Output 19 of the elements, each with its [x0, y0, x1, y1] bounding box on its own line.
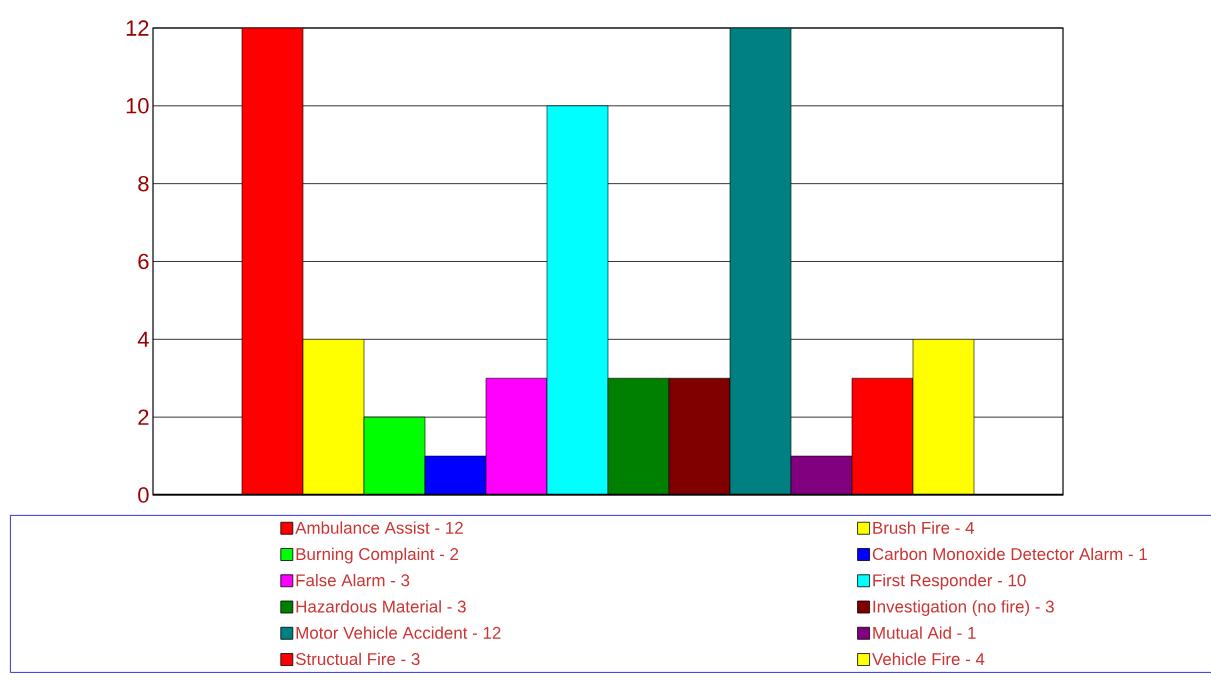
- legend-label: Carbon Monoxide Detector Alarm - 1: [872, 547, 1147, 561]
- y-tick-label: 2: [138, 409, 149, 425]
- legend-label: Mutual Aid - 1: [873, 626, 976, 639]
- legend-label: Motor Vehicle Accident - 12: [296, 626, 501, 639]
- y-tick-label: 8: [138, 175, 149, 192]
- y-tick-label: 0: [138, 487, 149, 503]
- legend-label: Structual Fire - 3: [295, 652, 420, 666]
- legend-label: First Responder - 10: [873, 573, 1026, 590]
- legend-label: Vehicle Fire - 4: [872, 652, 985, 666]
- legend-label: Hazardous Material - 3: [296, 600, 466, 613]
- legend-label: Brush Fire - 4: [873, 521, 975, 534]
- legend-label: Ambulance Assist - 12: [295, 521, 463, 534]
- legend-label: Investigation (no fire) - 3: [873, 600, 1054, 616]
- legend-label: Burning Complaint - 2: [296, 547, 459, 564]
- legend-label: False Alarm - 3: [296, 573, 410, 587]
- y-tick-label: 12: [126, 20, 149, 36]
- y-tick-label: 10: [126, 98, 149, 114]
- y-tick-label: 6: [138, 253, 149, 270]
- y-tick-label: 4: [137, 331, 149, 347]
